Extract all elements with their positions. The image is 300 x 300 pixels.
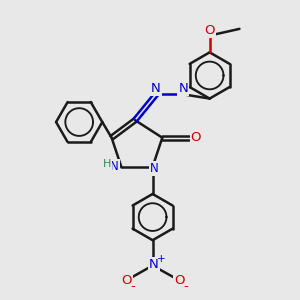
Text: O: O	[174, 274, 184, 287]
Text: N: N	[110, 160, 119, 172]
Text: +: +	[157, 254, 165, 264]
Text: O: O	[204, 24, 215, 37]
Text: N: N	[150, 162, 158, 175]
Text: N: N	[178, 82, 188, 95]
Text: O: O	[121, 274, 132, 287]
Text: O: O	[190, 131, 201, 144]
Text: N: N	[149, 258, 159, 271]
Text: -: -	[183, 280, 188, 292]
Text: N: N	[151, 82, 160, 95]
Text: H: H	[103, 159, 111, 169]
Text: -: -	[131, 280, 136, 292]
